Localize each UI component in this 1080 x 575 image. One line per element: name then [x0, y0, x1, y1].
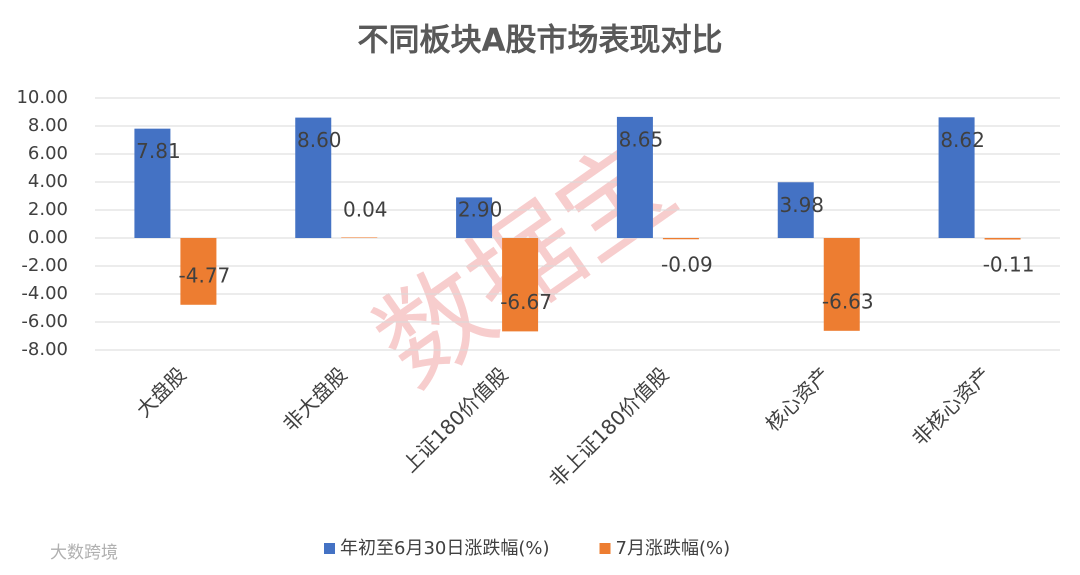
data-label: -0.09: [661, 253, 713, 277]
y-tick-label: -8.00: [21, 339, 68, 360]
data-label: 0.04: [343, 198, 388, 222]
y-tick-label: -6.00: [21, 311, 68, 332]
legend-swatch: [599, 543, 611, 554]
y-tick-label: 6.00: [28, 143, 68, 164]
bar: [984, 238, 1021, 240]
y-tick-label: 10.00: [16, 87, 68, 108]
data-label: 7.81: [136, 139, 181, 163]
bar: [823, 238, 860, 331]
data-label: 8.60: [297, 128, 342, 152]
bar: [180, 238, 217, 305]
x-tick-label: 非大盘股: [278, 362, 352, 436]
data-label: 2.90: [458, 198, 503, 222]
bar: [662, 238, 699, 240]
data-label: 8.65: [619, 127, 664, 151]
y-tick-label: -4.00: [21, 283, 68, 304]
data-label: 3.98: [779, 193, 824, 217]
data-label: -6.67: [500, 290, 552, 314]
bar: [502, 238, 539, 332]
data-label: -4.77: [179, 263, 231, 287]
source-mark: 大数跨境: [50, 543, 118, 563]
y-tick-label: 0.00: [28, 227, 68, 248]
legend-label: 7月涨跌幅(%): [616, 538, 731, 559]
bar: [134, 128, 171, 238]
y-tick-label: 8.00: [28, 115, 68, 136]
x-tick-label: 非上证180价值股: [545, 362, 674, 491]
data-label: -0.11: [983, 253, 1035, 277]
x-tick-label: 核心资产: [761, 362, 835, 436]
bar: [456, 197, 493, 238]
bar: [938, 117, 975, 238]
chart-title: 不同板块A股市场表现对比: [358, 23, 723, 59]
x-tick-label: 非核心资产: [907, 362, 995, 450]
bar: [777, 182, 814, 238]
data-label: -6.63: [822, 289, 874, 313]
bar: [616, 116, 653, 238]
y-tick-label: 4.00: [28, 171, 68, 192]
y-tick-label: 2.00: [28, 199, 68, 220]
bar: [341, 237, 378, 238]
data-label: 8.62: [940, 128, 985, 152]
legend-label: 年初至6月30日涨跌幅(%): [340, 538, 550, 559]
x-tick-label: 大盘股: [131, 362, 190, 421]
legend-swatch: [324, 543, 335, 554]
bar: [295, 117, 332, 238]
y-tick-label: -2.00: [21, 255, 68, 276]
